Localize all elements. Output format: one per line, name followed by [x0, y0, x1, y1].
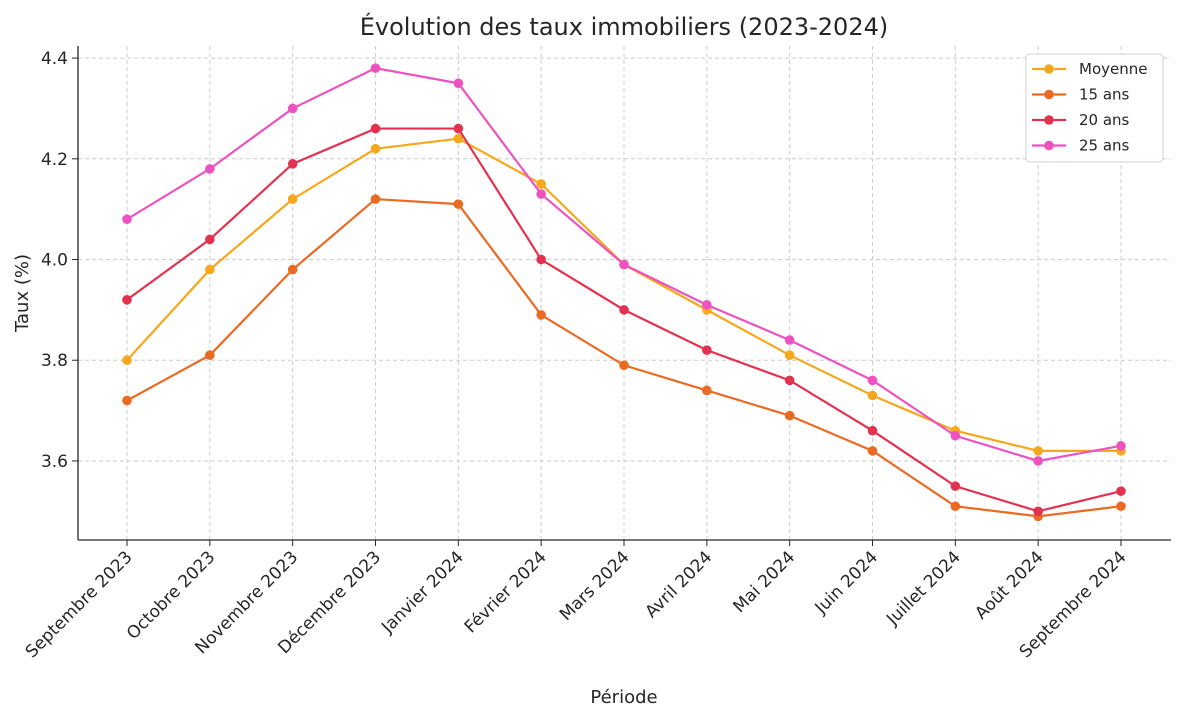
- x-tick-label: Février 2024: [461, 547, 551, 637]
- data-point: [536, 310, 546, 320]
- y-tick-label: 4.2: [41, 150, 68, 170]
- legend: Moyenne 15 ans 20 ans 25 ans: [1025, 53, 1164, 163]
- legend-label: 20 ans: [1079, 111, 1130, 129]
- data-point: [619, 259, 629, 270]
- data-point: [370, 143, 381, 154]
- data-point: [1033, 506, 1043, 517]
- data-point: [205, 264, 215, 275]
- x-tick-label: Mai 2024: [730, 547, 800, 617]
- legend-marker: [1044, 89, 1054, 100]
- legend-label: Moyenne: [1079, 60, 1147, 78]
- data-point: [867, 425, 878, 436]
- data-point: [122, 294, 132, 305]
- legend-label: 15 ans: [1079, 86, 1130, 104]
- legend-marker: [1044, 64, 1054, 74]
- data-point: [370, 194, 381, 204]
- chart-title: Évolution des taux immobiliers (2023-202…: [360, 12, 888, 41]
- data-point: [122, 395, 132, 406]
- data-point: [453, 199, 464, 209]
- y-tick-label: 3.8: [41, 351, 68, 371]
- data-point: [287, 159, 298, 169]
- data-point: [1033, 456, 1043, 466]
- data-point: [287, 103, 298, 114]
- data-point: [287, 194, 298, 204]
- data-point: [950, 481, 961, 491]
- data-point: [370, 63, 381, 73]
- data-point: [1116, 486, 1126, 496]
- data-point: [205, 350, 215, 360]
- x-axis-label: Période: [590, 687, 657, 708]
- data-point: [784, 350, 795, 360]
- y-tick-label: 4.4: [41, 49, 68, 69]
- data-point: [453, 133, 464, 144]
- data-point: [950, 501, 961, 512]
- legend-marker: [1044, 140, 1054, 151]
- x-tick-label: Juin 2024: [811, 547, 882, 618]
- data-point: [453, 123, 464, 134]
- data-point: [205, 234, 215, 245]
- legend-marker: [1044, 115, 1054, 125]
- x-tick-label: Avril 2024: [642, 547, 717, 622]
- data-point: [536, 189, 546, 199]
- data-point: [784, 375, 795, 386]
- data-point: [619, 305, 629, 315]
- data-point: [1116, 441, 1126, 451]
- data-point: [122, 214, 132, 225]
- data-point: [867, 375, 878, 386]
- data-point: [205, 164, 215, 174]
- data-point: [287, 264, 298, 275]
- data-point: [784, 410, 795, 421]
- series-group: [122, 63, 1126, 522]
- data-point: [867, 446, 878, 456]
- grid: [78, 46, 1171, 540]
- data-point: [122, 355, 132, 366]
- y-tick-label: 3.6: [41, 452, 68, 472]
- series-20-ans: [122, 123, 1126, 517]
- x-tick-label: Septembre 2023: [22, 547, 137, 662]
- legend-box: [1025, 53, 1164, 163]
- x-tick-label: Août 2024: [971, 547, 1047, 623]
- data-point: [867, 390, 878, 401]
- x-tick-label: Mars 2024: [556, 547, 634, 625]
- data-point: [702, 385, 712, 396]
- data-point: [784, 335, 795, 345]
- data-point: [453, 78, 464, 89]
- data-point: [1033, 446, 1043, 456]
- series-25-ans: [122, 63, 1126, 466]
- data-point: [1116, 501, 1126, 512]
- data-point: [536, 179, 546, 189]
- data-point: [702, 300, 712, 310]
- data-point: [950, 430, 961, 441]
- x-tick-label: Janvier 2024: [377, 547, 468, 638]
- x-tick-label: Juillet 2024: [882, 547, 965, 630]
- data-point: [702, 345, 712, 355]
- data-point: [370, 123, 381, 134]
- legend-label: 25 ans: [1079, 137, 1130, 155]
- y-axis-label: Taux (%): [12, 254, 33, 333]
- y-tick-label: 4.0: [41, 251, 68, 271]
- data-point: [536, 254, 546, 265]
- data-point: [619, 360, 629, 371]
